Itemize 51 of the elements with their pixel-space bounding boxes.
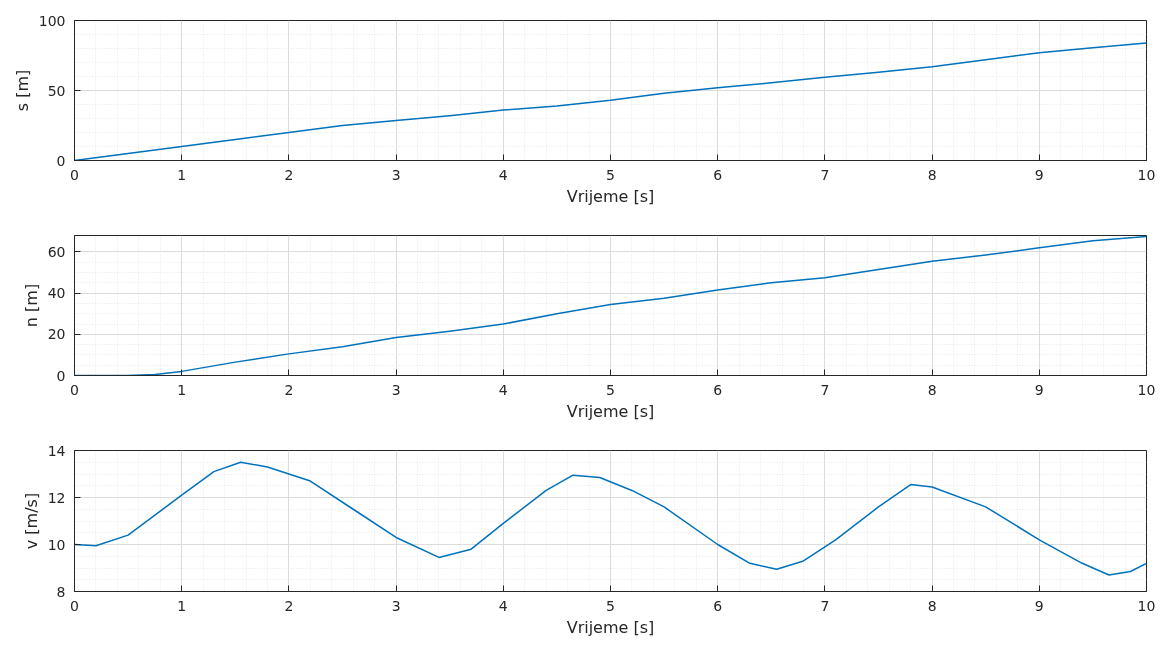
y-tick-label: 50 [47, 82, 66, 99]
x-tick-label: 10 [1137, 381, 1156, 398]
x-tick-label: 4 [498, 597, 508, 614]
x-tick-label: 4 [498, 166, 508, 183]
x-tick-label: 2 [284, 381, 294, 398]
y-tick-label: 100 [38, 12, 66, 29]
x-tick-label: 6 [713, 597, 723, 614]
x-tick-label: 9 [1034, 597, 1044, 614]
x-tick-label: 2 [284, 166, 294, 183]
x-tick-label: 7 [820, 166, 830, 183]
x-tick-label: 8 [927, 166, 937, 183]
y-tick-label: 14 [47, 442, 66, 459]
x-tick-label: 10 [1137, 166, 1156, 183]
x-tick-label: 2 [284, 597, 294, 614]
x-tick-label: 3 [391, 166, 401, 183]
x-tick-label: 7 [820, 597, 830, 614]
y-tick-label: 0 [56, 152, 66, 169]
x-tick-label: 0 [70, 381, 79, 398]
line-series [74, 235, 1147, 376]
x-tick-label: 0 [70, 166, 79, 183]
y-tick-label: 20 [47, 326, 66, 343]
y-tick-label: 60 [47, 243, 66, 260]
x-tick-label: 9 [1034, 166, 1044, 183]
y-axis-title: s [m] [12, 69, 32, 112]
x-tick-label: 5 [606, 597, 615, 614]
x-tick-label: 9 [1034, 381, 1044, 398]
x-tick-label: 1 [177, 166, 187, 183]
x-tick-label: 1 [177, 381, 187, 398]
x-tick-label: 4 [498, 381, 508, 398]
x-axis-title: Vrijeme [s] [566, 186, 655, 206]
x-axis-title: Vrijeme [s] [566, 617, 655, 637]
x-tick-label: 8 [927, 597, 937, 614]
x-tick-label: 3 [391, 381, 401, 398]
x-tick-label: 6 [713, 381, 723, 398]
y-tick-label: 40 [47, 285, 66, 302]
y-tick-label: 12 [47, 489, 66, 506]
x-axis-title: Vrijeme [s] [566, 401, 655, 421]
x-tick-label: 0 [70, 597, 79, 614]
x-tick-label: 6 [713, 166, 723, 183]
x-tick-label: 3 [391, 597, 401, 614]
x-tick-label: 10 [1137, 597, 1156, 614]
x-tick-label: 7 [820, 381, 830, 398]
y-tick-label: 0 [56, 367, 66, 384]
y-tick-label: 8 [56, 583, 66, 600]
x-tick-label: 5 [606, 166, 615, 183]
x-tick-label: 1 [177, 597, 187, 614]
x-tick-label: 5 [606, 381, 615, 398]
y-axis-title: v [m/s] [21, 492, 41, 550]
y-tick-label: 10 [47, 536, 66, 553]
x-tick-label: 8 [927, 381, 937, 398]
y-axis-title: n [m] [21, 283, 41, 328]
